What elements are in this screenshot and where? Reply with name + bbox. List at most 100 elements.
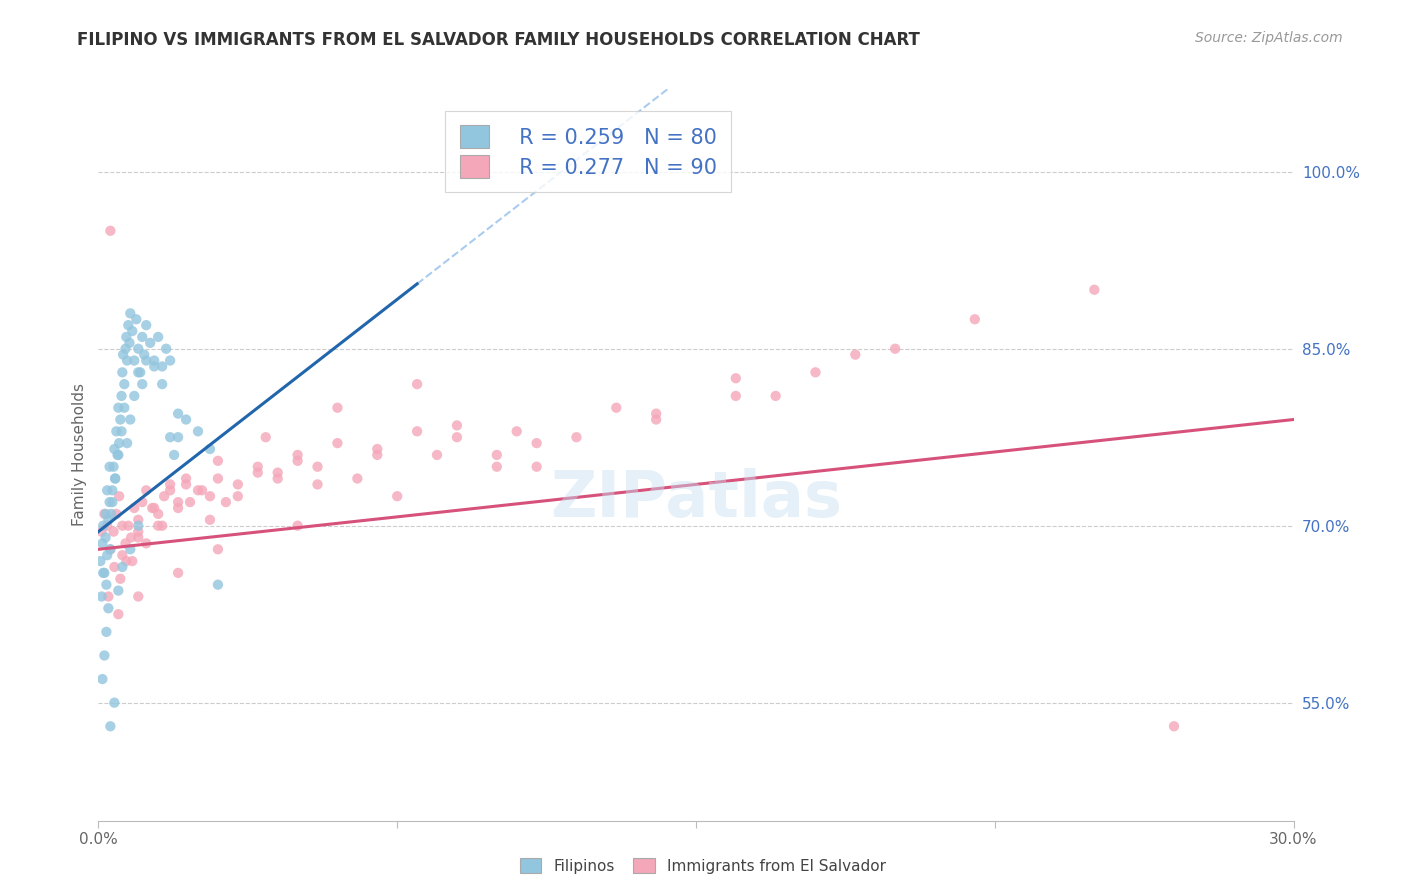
Y-axis label: Family Households: Family Households	[72, 384, 87, 526]
Point	[1083, 283, 1105, 297]
Point	[346, 471, 368, 485]
Point	[110, 389, 132, 403]
Point	[111, 518, 134, 533]
Point	[724, 389, 747, 403]
Point	[135, 483, 157, 498]
Point	[98, 542, 122, 557]
Point	[155, 342, 177, 356]
Point	[107, 583, 129, 598]
Point	[174, 477, 197, 491]
Point	[506, 425, 529, 439]
Point	[187, 483, 209, 498]
Point	[174, 412, 197, 426]
Point	[485, 459, 508, 474]
Point	[94, 531, 117, 545]
Point	[103, 459, 125, 474]
Point	[765, 389, 787, 403]
Point	[131, 377, 153, 392]
Point	[159, 353, 181, 368]
Point	[153, 489, 176, 503]
Point	[97, 513, 120, 527]
Point	[207, 577, 229, 591]
Text: ZIPatlas: ZIPatlas	[550, 467, 842, 530]
Point	[111, 560, 134, 574]
Point	[148, 507, 170, 521]
Point	[159, 483, 181, 498]
Point	[101, 483, 124, 498]
Point	[90, 524, 112, 539]
Point	[287, 454, 309, 468]
Point	[167, 407, 190, 421]
Point	[112, 377, 135, 392]
Point	[96, 518, 118, 533]
Point	[724, 371, 747, 385]
Point	[179, 495, 201, 509]
Point	[127, 365, 149, 379]
Point	[108, 489, 131, 503]
Point	[120, 306, 142, 320]
Point	[143, 359, 166, 374]
Point	[127, 524, 149, 539]
Legend:   R = 0.259   N = 80,   R = 0.277   N = 90: R = 0.259 N = 80, R = 0.277 N = 90	[446, 111, 731, 193]
Point	[485, 448, 508, 462]
Point	[117, 318, 139, 333]
Point	[565, 430, 588, 444]
Point	[526, 459, 548, 474]
Point	[148, 518, 170, 533]
Point	[110, 572, 132, 586]
Point	[124, 501, 146, 516]
Point	[108, 436, 131, 450]
Point	[366, 442, 388, 456]
Point	[127, 513, 149, 527]
Point	[127, 342, 149, 356]
Point	[103, 560, 125, 574]
Point	[115, 330, 138, 344]
Point	[89, 554, 111, 568]
Point	[127, 590, 149, 604]
Point	[104, 471, 127, 485]
Point	[1163, 719, 1185, 733]
Point	[114, 342, 136, 356]
Point	[426, 448, 449, 462]
Point	[100, 507, 122, 521]
Point	[90, 590, 112, 604]
Point	[129, 365, 152, 379]
Point	[91, 566, 114, 580]
Point	[107, 607, 129, 622]
Point	[207, 471, 229, 485]
Text: Source: ZipAtlas.com: Source: ZipAtlas.com	[1195, 31, 1343, 45]
Point	[385, 489, 409, 503]
Point	[91, 536, 114, 550]
Point	[150, 359, 173, 374]
Point	[93, 507, 115, 521]
Point	[111, 365, 134, 379]
Point	[526, 436, 548, 450]
Point	[120, 531, 142, 545]
Point	[98, 719, 122, 733]
Point	[125, 312, 148, 326]
Legend: Filipinos, Immigrants from El Salvador: Filipinos, Immigrants from El Salvador	[515, 852, 891, 880]
Point	[167, 501, 190, 516]
Point	[406, 377, 429, 392]
Point	[105, 507, 128, 521]
Point	[804, 365, 827, 379]
Point	[103, 442, 125, 456]
Point	[163, 448, 186, 462]
Point	[107, 448, 129, 462]
Point	[159, 477, 181, 491]
Point	[267, 471, 290, 485]
Point	[121, 324, 143, 338]
Point	[120, 412, 142, 426]
Point	[134, 348, 156, 362]
Point	[135, 536, 157, 550]
Point	[94, 507, 117, 521]
Point	[198, 442, 221, 456]
Point	[131, 330, 153, 344]
Point	[96, 483, 118, 498]
Point	[198, 513, 221, 527]
Point	[226, 489, 249, 503]
Point	[98, 224, 122, 238]
Point	[366, 448, 388, 462]
Point	[326, 436, 349, 450]
Point	[127, 531, 149, 545]
